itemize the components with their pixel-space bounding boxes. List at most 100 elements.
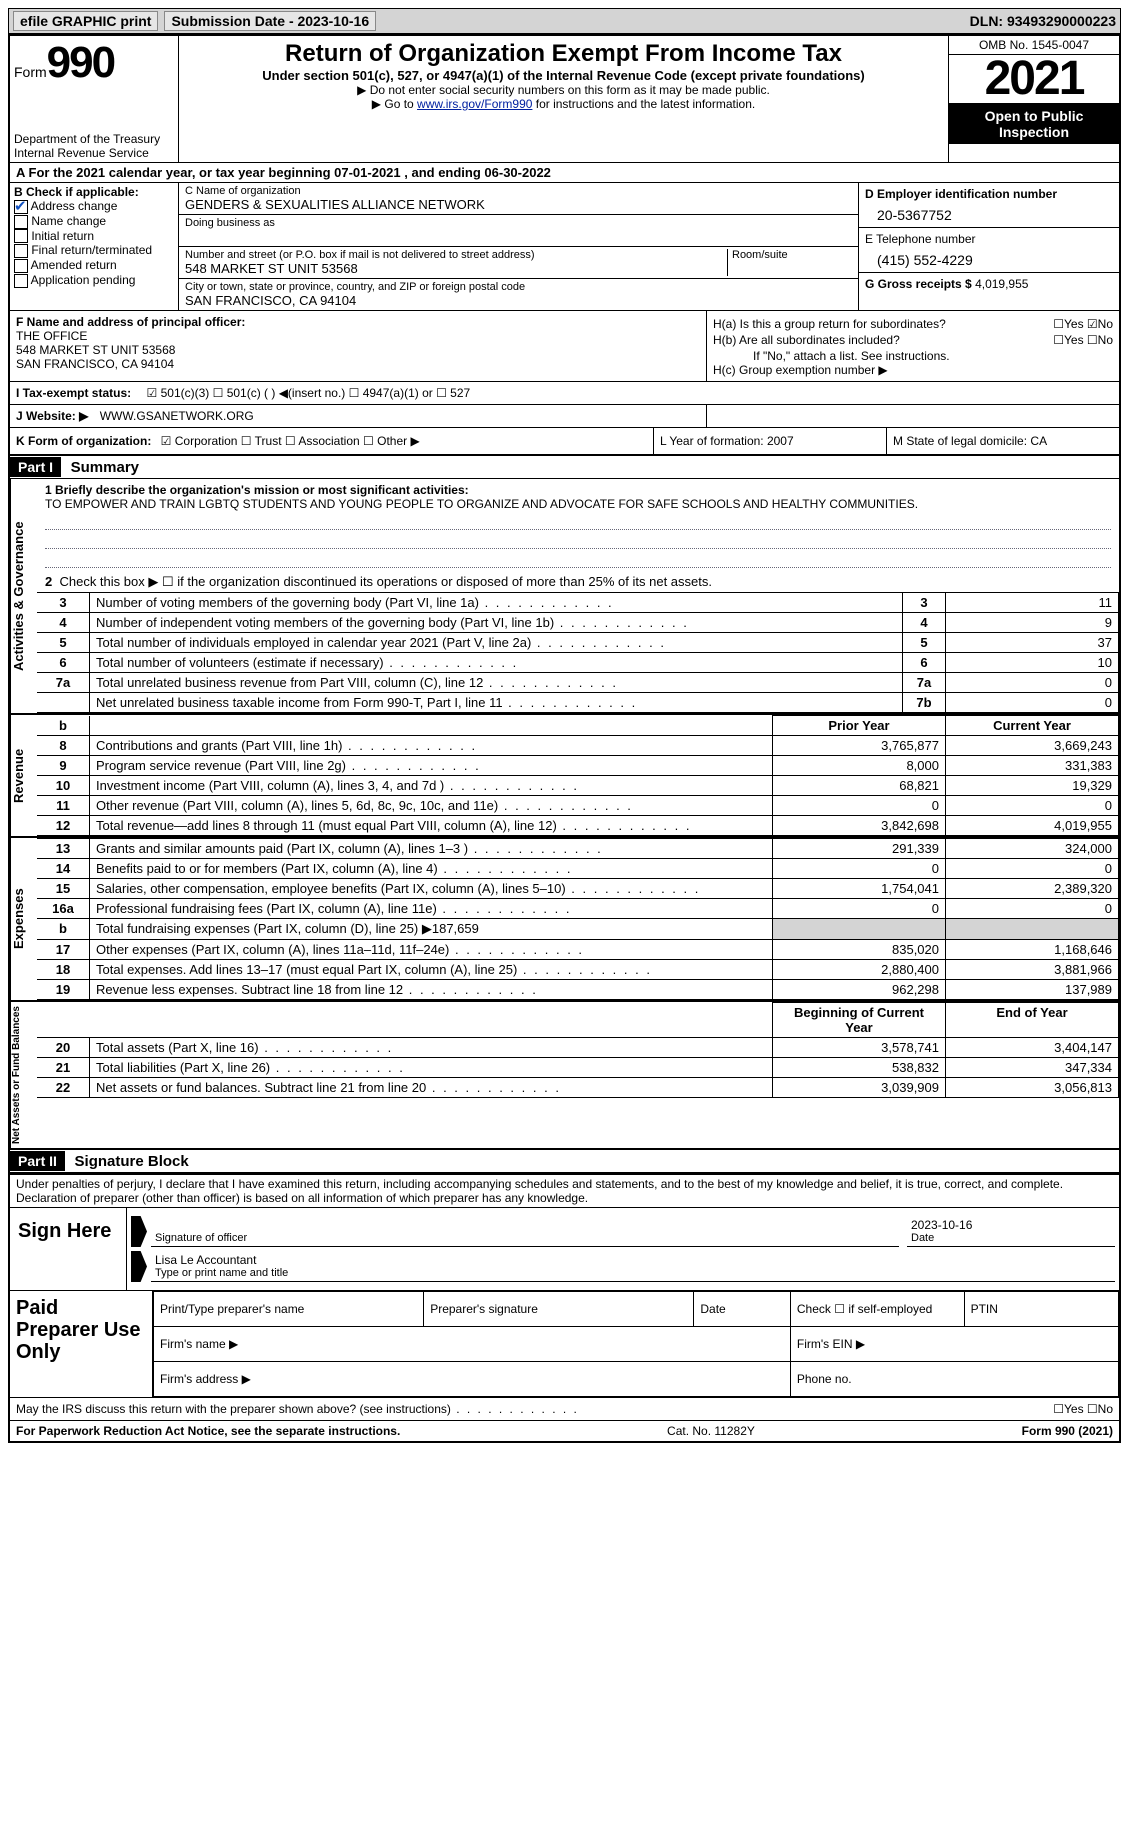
form-container: Form990 Department of the Treasury Inter…	[8, 34, 1121, 1443]
j-right	[706, 405, 1119, 427]
table-row: 10Investment income (Part VIII, column (…	[37, 776, 1119, 796]
website-val[interactable]: WWW.GSANETWORK.ORG	[100, 409, 254, 423]
prep-r2: Firm's name ▶ Firm's EIN ▶	[154, 1327, 1119, 1362]
gross-lbl: G Gross receipts $	[865, 277, 972, 291]
sign-here-right: Signature of officer 2023-10-16 Date Lis…	[127, 1208, 1119, 1290]
row-j: J Website: ▶ WWW.GSANETWORK.ORG	[10, 405, 1119, 428]
city-lbl: City or town, state or province, country…	[185, 281, 852, 293]
year-formation: L Year of formation: 2007	[653, 428, 886, 454]
note2-post: for instructions and the latest informat…	[532, 97, 755, 111]
sig-name-lbl: Type or print name and title	[155, 1267, 1111, 1279]
top-bar: efile GRAPHIC print Submission Date - 20…	[8, 8, 1121, 34]
hb-lbl: H(b) Are all subordinates included?	[713, 333, 900, 347]
form-num: 990	[47, 38, 114, 87]
submission-date: Submission Date - 2023-10-16	[164, 11, 376, 31]
chk-name[interactable]: Name change	[14, 214, 174, 229]
rev-table: bPrior YearCurrent Year8Contributions an…	[37, 715, 1119, 836]
firm-phone: Phone no.	[790, 1362, 1118, 1397]
section-fh: F Name and address of principal officer:…	[10, 311, 1119, 382]
hc-lbl: H(c) Group exemption number ▶	[713, 363, 1113, 377]
form-word: Form	[14, 64, 47, 80]
d-ein: D Employer identification number 20-5367…	[859, 183, 1119, 228]
i-opts[interactable]: ☑ 501(c)(3) ☐ 501(c) ( ) ◀(insert no.) ☐…	[147, 386, 471, 400]
chk-final-lbl: Final return/terminated	[31, 243, 152, 257]
c-addr: Number and street (or P.O. box if mail i…	[179, 247, 858, 279]
prep-selfemp[interactable]: Check ☐ if self-employed	[790, 1292, 964, 1327]
discuss-yn[interactable]: ☐Yes ☐No	[1053, 1402, 1113, 1416]
table-row: 6Total number of volunteers (estimate if…	[37, 653, 1119, 673]
arrow-icon-2	[131, 1251, 147, 1282]
c-name-lbl: C Name of organization	[185, 185, 852, 197]
table-row: 12Total revenue—add lines 8 through 11 (…	[37, 816, 1119, 836]
j-left: J Website: ▶ WWW.GSANETWORK.ORG	[10, 405, 706, 427]
irs-link[interactable]: www.irs.gov/Form990	[417, 97, 532, 111]
table-row: Net unrelated business taxable income fr…	[37, 693, 1119, 713]
paid-prep-label: Paid Preparer Use Only	[10, 1291, 152, 1397]
table-row: 3Number of voting members of the governi…	[37, 593, 1119, 613]
chk-init-lbl: Initial return	[31, 229, 94, 243]
mission-block: 1 Briefly describe the organization's mi…	[37, 479, 1119, 572]
addr-val: 548 MARKET ST UNIT 53568	[185, 261, 727, 276]
form-title: Return of Organization Exempt From Incom…	[185, 40, 942, 68]
col-d: D Employer identification number 20-5367…	[858, 183, 1119, 310]
netassets-section: Net Assets or Fund Balances Beginning of…	[10, 1002, 1119, 1150]
line2-text: Check this box ▶ ☐ if the organization d…	[59, 574, 712, 589]
sig-name-line: Lisa Le Accountant Type or print name an…	[131, 1251, 1115, 1282]
chk-initial[interactable]: Initial return	[14, 229, 174, 244]
line-2: 2 Check this box ▶ ☐ if the organization…	[37, 572, 1119, 592]
firm-name: Firm's name ▶	[154, 1327, 791, 1362]
col-h: H(a) Is this a group return for subordin…	[706, 311, 1119, 381]
sig-name-field: Lisa Le Accountant Type or print name an…	[151, 1251, 1115, 1282]
part2-header: Part II Signature Block	[10, 1150, 1119, 1173]
table-header-row: Beginning of Current YearEnd of Year	[37, 1003, 1119, 1038]
table-row: 17Other expenses (Part IX, column (A), l…	[37, 940, 1119, 960]
prep-r1: Print/Type preparer's name Preparer's si…	[154, 1292, 1119, 1327]
row-i: I Tax-exempt status: ☑ 501(c)(3) ☐ 501(c…	[10, 382, 1119, 405]
efile-btn[interactable]: efile GRAPHIC print	[13, 11, 158, 31]
side-rev: Revenue	[10, 715, 37, 836]
header-row: Form990 Department of the Treasury Inter…	[10, 36, 1119, 163]
room-lbl: Room/suite	[732, 249, 852, 261]
c-city: City or town, state or province, country…	[179, 279, 858, 310]
table-row: 22Net assets or fund balances. Subtract …	[37, 1078, 1119, 1098]
sign-here-label: Sign Here	[10, 1208, 127, 1290]
note2-pre: ▶ Go to	[372, 97, 417, 111]
sign-here-row: Sign Here Signature of officer 2023-10-1…	[10, 1207, 1119, 1290]
row-a-period: A For the 2021 calendar year, or tax yea…	[10, 163, 1119, 183]
sig-officer-field[interactable]: Signature of officer	[151, 1216, 899, 1247]
table-row: bTotal fundraising expenses (Part IX, co…	[37, 919, 1119, 940]
table-row: 13Grants and similar amounts paid (Part …	[37, 839, 1119, 859]
hb-yn[interactable]: ☐Yes ☐No	[1053, 333, 1113, 347]
paid-preparer-row: Paid Preparer Use Only Print/Type prepar…	[10, 1290, 1119, 1397]
dln: DLN: 93493290000223	[970, 13, 1116, 29]
dba-lbl: Doing business as	[185, 217, 852, 229]
prep-ptin: PTIN	[964, 1292, 1118, 1327]
sig-date-field: 2023-10-16 Date	[907, 1216, 1115, 1247]
row-k: K Form of organization: ☑ Corporation ☐ …	[10, 428, 1119, 456]
revenue-section: Revenue bPrior YearCurrent Year8Contribu…	[10, 715, 1119, 838]
table-row: 16aProfessional fundraising fees (Part I…	[37, 899, 1119, 919]
ein-val: 20-5367752	[865, 201, 1113, 223]
k1-lbl: K Form of organization:	[16, 434, 151, 448]
form-subtitle: Under section 501(c), 527, or 4947(a)(1)…	[185, 68, 942, 83]
officer-addr2: SAN FRANCISCO, CA 94104	[16, 357, 700, 371]
k1-val[interactable]: ☑ Corporation ☐ Trust ☐ Association ☐ Ot…	[161, 434, 420, 448]
mission-text: TO EMPOWER AND TRAIN LGBTQ STUDENTS AND …	[45, 497, 1111, 511]
chk-amended[interactable]: Amended return	[14, 258, 174, 273]
chk-final[interactable]: Final return/terminated	[14, 243, 174, 258]
col-c: C Name of organization GENDERS & SEXUALI…	[179, 183, 858, 310]
table-row: 8Contributions and grants (Part VIII, li…	[37, 736, 1119, 756]
form-number: Form990	[14, 38, 174, 88]
part1-title: Summary	[71, 459, 139, 476]
ha-yn[interactable]: ☐Yes ☑No	[1053, 317, 1113, 331]
sig-officer-line: Signature of officer 2023-10-16 Date	[131, 1216, 1115, 1247]
chk-app[interactable]: Application pending	[14, 273, 174, 288]
dept-label: Department of the Treasury Internal Reve…	[14, 132, 174, 160]
sig-officer-lbl: Signature of officer	[155, 1232, 895, 1244]
gross-val: 4,019,955	[975, 277, 1028, 291]
chk-addr-lbl: Address change	[31, 199, 118, 213]
j-label: J Website: ▶	[16, 409, 88, 423]
chk-address[interactable]: Address change	[14, 199, 174, 214]
tel-lbl: E Telephone number	[865, 232, 1113, 246]
na-table: Beginning of Current YearEnd of Year20To…	[37, 1002, 1119, 1098]
